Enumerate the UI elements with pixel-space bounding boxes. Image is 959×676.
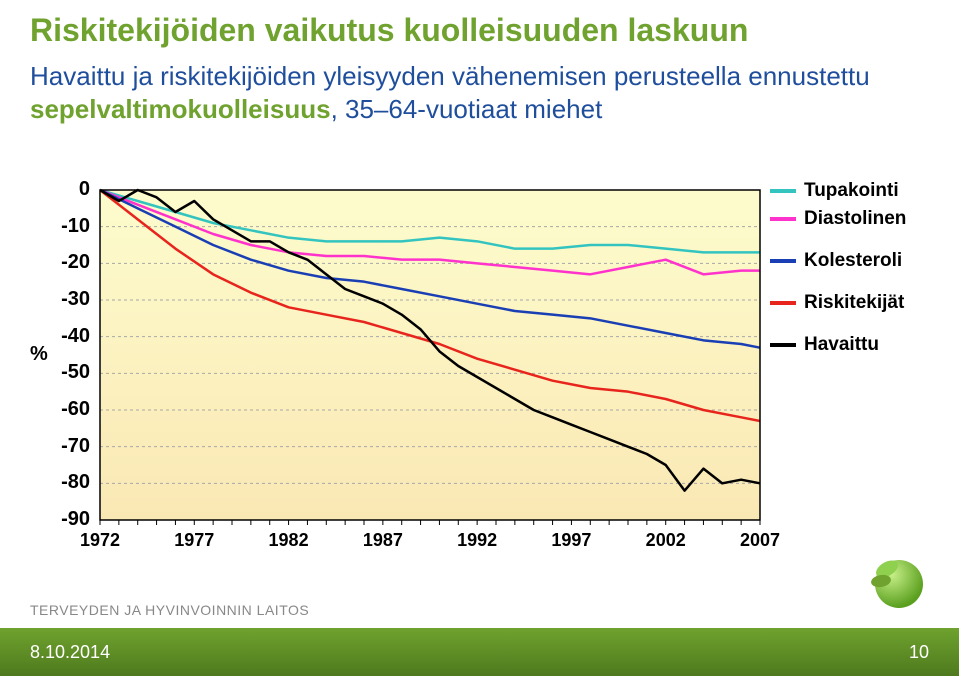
footer-bar: 8.10.2014 10 [0,628,959,676]
chart-legend: Tupakointi Diastolinen Kolesteroli Riski… [770,180,906,362]
org-logo-icon [859,549,929,614]
legend-item: Kolesteroli [770,250,906,272]
legend-item: Tupakointi [770,180,906,202]
org-name: TERVEYDEN JA HYVINVOINNIN LAITOS [30,602,309,618]
y-tick-label: -10 [30,215,90,238]
x-tick-label: 2007 [740,530,780,551]
x-tick-label: 2002 [646,530,686,551]
x-tick-label: 1982 [269,530,309,551]
footer-page-number: 10 [909,642,929,663]
y-tick-label: -70 [30,435,90,458]
x-tick-label: 1972 [80,530,120,551]
legend-label: Kolesteroli [804,250,902,272]
x-tick-label: 1987 [363,530,403,551]
y-tick-label: -90 [30,508,90,531]
page-title: Riskitekijöiden vaikutus kuolleisuuden l… [30,12,748,49]
subtitle-part2: , 35–64-vuotiaat miehet [331,94,603,124]
x-tick-label: 1992 [457,530,497,551]
page-subtitle: Havaittu ja riskitekijöiden yleisyyden v… [30,60,910,125]
legend-label: Tupakointi [804,180,899,202]
footer-date: 8.10.2014 [30,642,110,663]
legend-label: Havaittu [804,334,879,356]
legend-item: Havaittu [770,334,906,356]
y-tick-label: -60 [30,398,90,421]
legend-label: Riskitekijät [804,292,904,314]
y-tick-label: -20 [30,251,90,274]
x-tick-label: 1977 [174,530,214,551]
subtitle-part1: Havaittu ja riskitekijöiden yleisyyden v… [30,61,870,91]
y-tick-label: -80 [30,471,90,494]
x-tick-label: 1997 [551,530,591,551]
y-tick-label: 0 [30,178,90,201]
legend-label: Diastolinen [804,208,906,230]
y-axis-unit: % [30,343,48,366]
legend-item: Diastolinen [770,208,906,230]
y-tick-label: -30 [30,288,90,311]
legend-item: Riskitekijät [770,292,906,314]
mortality-chart: 0-10-20-30-40-50-60-70-80-90 % 197219771… [30,180,930,560]
subtitle-highlight: sepelvaltimokuolleisuus [30,94,331,124]
